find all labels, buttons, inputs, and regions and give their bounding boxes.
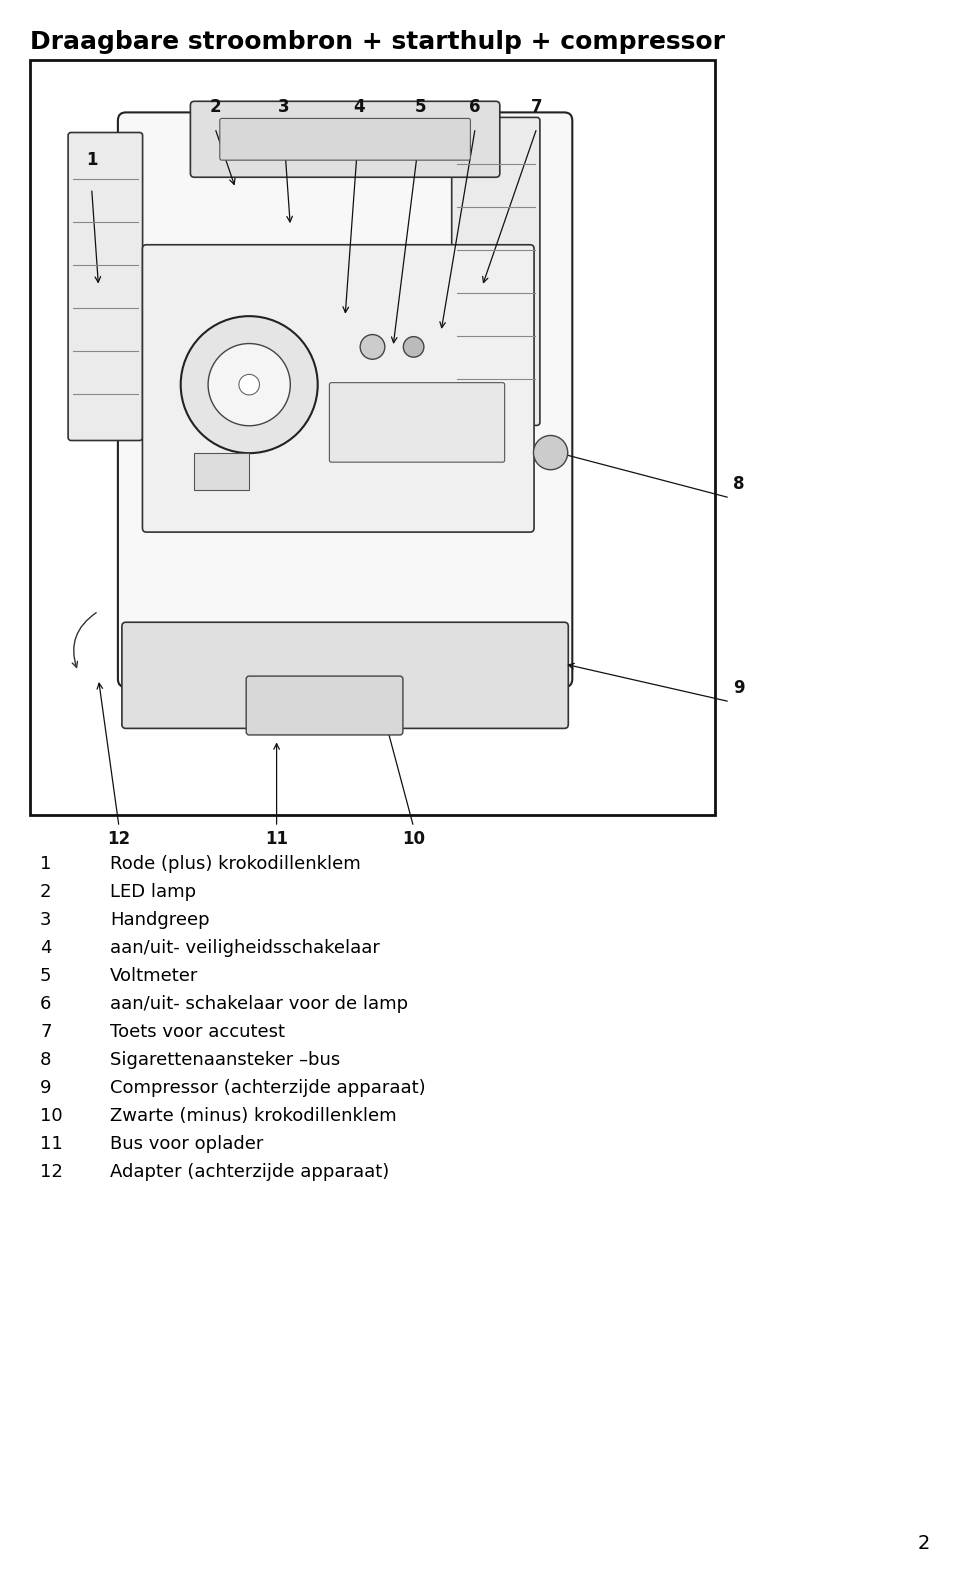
FancyBboxPatch shape bbox=[452, 117, 540, 426]
Text: 2: 2 bbox=[40, 884, 52, 901]
Circle shape bbox=[360, 335, 385, 360]
Circle shape bbox=[534, 436, 567, 470]
Circle shape bbox=[403, 336, 424, 357]
Text: aan/uit- schakelaar voor de lamp: aan/uit- schakelaar voor de lamp bbox=[110, 996, 408, 1013]
Text: 1: 1 bbox=[40, 855, 52, 873]
Text: 12: 12 bbox=[40, 1163, 62, 1180]
FancyBboxPatch shape bbox=[118, 112, 572, 686]
Text: 2: 2 bbox=[918, 1534, 930, 1553]
Text: 8: 8 bbox=[40, 1051, 52, 1068]
Text: LED lamp: LED lamp bbox=[110, 884, 196, 901]
Text: 4: 4 bbox=[40, 939, 52, 956]
Bar bbox=[194, 453, 250, 491]
Circle shape bbox=[180, 316, 318, 453]
Text: Bus voor oplader: Bus voor oplader bbox=[110, 1135, 263, 1154]
Text: Sigarettenaansteker –bus: Sigarettenaansteker –bus bbox=[110, 1051, 340, 1068]
Text: 9: 9 bbox=[40, 1079, 52, 1097]
Text: 5: 5 bbox=[415, 98, 426, 115]
Text: 9: 9 bbox=[733, 679, 745, 697]
Text: Toets voor accutest: Toets voor accutest bbox=[110, 1023, 285, 1041]
Text: aan/uit- veiligheidsschakelaar: aan/uit- veiligheidsschakelaar bbox=[110, 939, 380, 956]
Text: 11: 11 bbox=[40, 1135, 62, 1154]
Text: 4: 4 bbox=[353, 98, 365, 115]
Text: 10: 10 bbox=[40, 1108, 62, 1125]
FancyBboxPatch shape bbox=[329, 382, 505, 462]
Text: Adapter (achterzijde apparaat): Adapter (achterzijde apparaat) bbox=[110, 1163, 389, 1180]
Text: 2: 2 bbox=[209, 98, 221, 115]
FancyBboxPatch shape bbox=[246, 675, 403, 735]
FancyBboxPatch shape bbox=[122, 622, 568, 729]
Text: 12: 12 bbox=[108, 830, 131, 847]
Text: 6: 6 bbox=[469, 98, 481, 115]
Text: 10: 10 bbox=[402, 830, 425, 847]
Text: 7: 7 bbox=[40, 1023, 52, 1041]
Text: 3: 3 bbox=[277, 98, 289, 115]
Text: 3: 3 bbox=[40, 911, 52, 929]
Bar bbox=[30, 60, 715, 814]
FancyBboxPatch shape bbox=[220, 118, 470, 159]
Circle shape bbox=[239, 374, 259, 394]
Text: Compressor (achterzijde apparaat): Compressor (achterzijde apparaat) bbox=[110, 1079, 425, 1097]
Text: Draagbare stroombron + starthulp + compressor: Draagbare stroombron + starthulp + compr… bbox=[30, 30, 725, 54]
FancyBboxPatch shape bbox=[68, 133, 143, 440]
Text: 5: 5 bbox=[40, 967, 52, 985]
Text: 8: 8 bbox=[733, 475, 745, 494]
Circle shape bbox=[208, 344, 290, 426]
Text: 11: 11 bbox=[265, 830, 288, 847]
FancyBboxPatch shape bbox=[190, 101, 500, 177]
Text: Rode (plus) krokodillenklem: Rode (plus) krokodillenklem bbox=[110, 855, 361, 873]
Text: Zwarte (minus) krokodillenklem: Zwarte (minus) krokodillenklem bbox=[110, 1108, 396, 1125]
FancyBboxPatch shape bbox=[142, 245, 534, 532]
Text: 7: 7 bbox=[531, 98, 542, 115]
Text: 1: 1 bbox=[85, 150, 97, 169]
Text: 6: 6 bbox=[40, 996, 52, 1013]
Text: Handgreep: Handgreep bbox=[110, 911, 209, 929]
Text: Voltmeter: Voltmeter bbox=[110, 967, 199, 985]
